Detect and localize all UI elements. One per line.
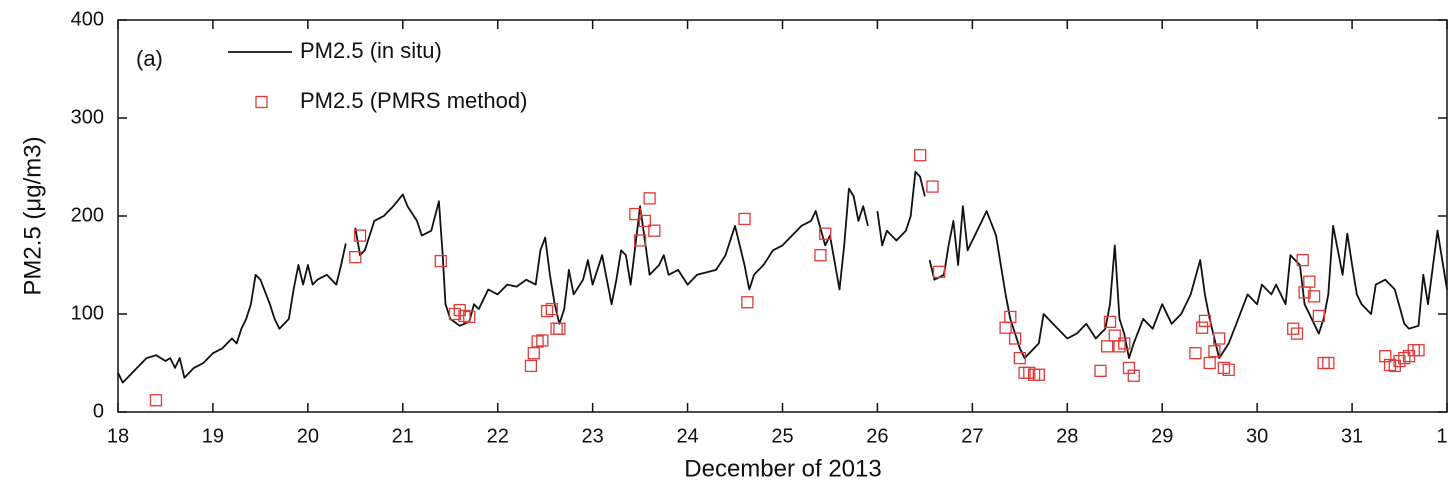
x-axis-title: December of 2013 <box>684 455 881 482</box>
data-point <box>1312 309 1325 323</box>
data-point <box>1189 347 1202 360</box>
data-point <box>536 334 549 347</box>
data-point <box>1290 327 1304 340</box>
data-point <box>926 180 939 193</box>
data-point <box>1296 253 1309 267</box>
legend-label: PM2.5 (in situ) <box>300 38 442 63</box>
x-tick-label: 25 <box>771 425 793 447</box>
data-point <box>1198 314 1212 328</box>
plot-frame <box>117 19 1448 413</box>
data-point <box>741 296 754 309</box>
y-tick-label: 400 <box>71 8 104 30</box>
data-point <box>1383 358 1397 372</box>
data-point <box>1103 315 1117 328</box>
y-tick-label: 100 <box>71 302 104 324</box>
data-point <box>434 254 447 268</box>
data-point <box>633 234 647 247</box>
data-point <box>1412 344 1425 357</box>
data-point <box>149 394 163 407</box>
x-tick-label: 22 <box>487 425 509 447</box>
y-tick-label: 0 <box>93 400 104 422</box>
x-tick-label: 1 <box>1436 425 1447 447</box>
data-point <box>1217 361 1231 375</box>
data-point <box>448 307 462 321</box>
data-point <box>463 310 476 324</box>
x-tick-label: 27 <box>961 425 983 447</box>
data-line <box>117 171 1448 384</box>
data-point <box>932 265 946 279</box>
data-point <box>1094 364 1107 377</box>
data-point <box>1203 356 1216 370</box>
legend-swatch <box>255 95 268 109</box>
data-point <box>1013 351 1026 365</box>
data-point <box>1398 351 1411 365</box>
data-point <box>1213 332 1226 345</box>
annotation: (a) <box>136 46 163 71</box>
data-point <box>738 212 751 226</box>
data-point <box>553 322 566 335</box>
data-point <box>1307 290 1321 303</box>
data-point <box>524 359 538 373</box>
data-point <box>648 224 661 237</box>
data-point <box>1222 363 1235 377</box>
x-tick-label: 24 <box>676 425 698 447</box>
data-point <box>1379 349 1392 363</box>
x-tick-label: 26 <box>866 425 888 447</box>
data-point <box>999 321 1012 334</box>
data-point <box>1118 337 1131 350</box>
legend-label: PM2.5 (PMRS method) <box>300 88 527 113</box>
data-point <box>531 335 544 348</box>
data-point <box>1127 369 1140 382</box>
data-point <box>353 229 367 242</box>
x-tick-label: 31 <box>1341 425 1363 447</box>
x-tick-label: 18 <box>107 425 129 447</box>
data-point <box>1101 340 1114 353</box>
data-point <box>349 251 362 264</box>
data-point <box>458 309 471 323</box>
x-tick-label: 21 <box>392 425 414 447</box>
x-tick-label: 19 <box>202 425 224 447</box>
data-point <box>629 207 642 221</box>
y-tick-label: 300 <box>71 106 104 128</box>
x-tick-label: 23 <box>582 425 604 447</box>
data-point <box>545 302 558 316</box>
data-point <box>1122 361 1136 375</box>
data-point <box>1317 356 1330 370</box>
data-point <box>1303 275 1316 288</box>
x-tick-label: 20 <box>297 425 319 447</box>
data-point <box>550 322 563 335</box>
y-axis-title: PM2.5 (μg/m3) <box>19 136 46 295</box>
data-point <box>814 249 827 262</box>
data-point <box>540 304 554 318</box>
data-point <box>1195 321 1209 334</box>
data-point <box>643 192 656 205</box>
data-point <box>819 227 832 240</box>
y-tick-label: 200 <box>71 204 104 226</box>
data-point <box>913 149 927 162</box>
data-point <box>1208 345 1221 358</box>
data-point <box>1322 356 1335 370</box>
data-point <box>1032 368 1045 381</box>
data-point <box>1008 332 1022 345</box>
data-point <box>1004 310 1017 324</box>
x-tick-label: 28 <box>1056 425 1078 447</box>
data-point <box>638 214 652 228</box>
data-point <box>1023 366 1036 379</box>
x-tick-label: 30 <box>1246 425 1268 447</box>
data-point <box>527 347 540 360</box>
x-tick-label: 29 <box>1151 425 1173 447</box>
data-point <box>1113 340 1126 353</box>
